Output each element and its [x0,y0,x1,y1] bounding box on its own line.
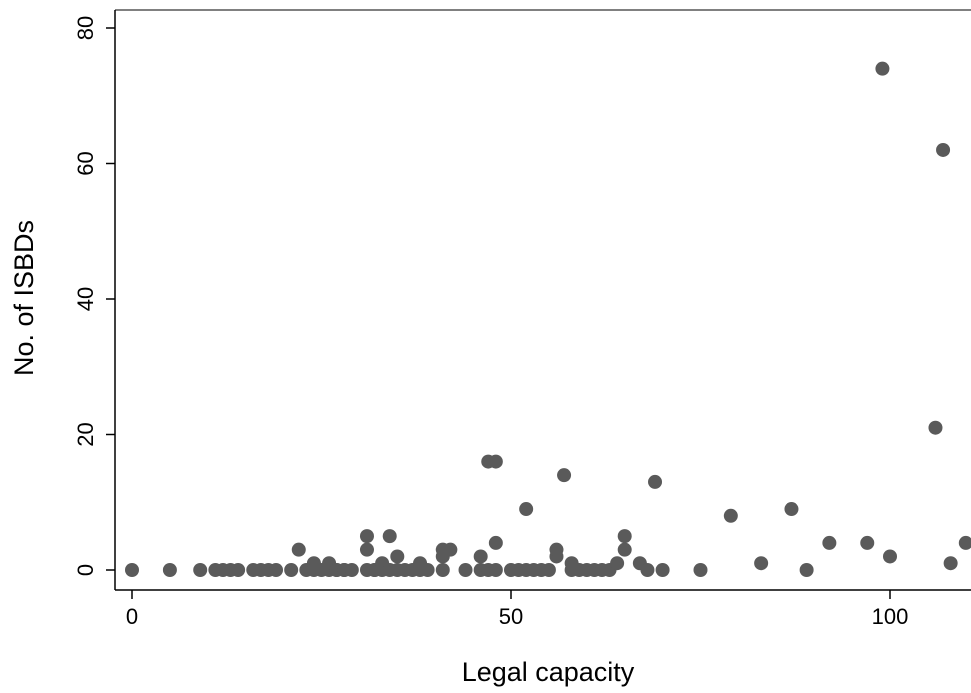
y-tick-label: 20 [73,422,98,446]
scatter-point [943,556,958,571]
scatter-point [193,563,208,577]
scatter-point [754,556,769,571]
scatter-point [610,556,625,571]
scatter-point [655,563,670,577]
scatter-point [883,549,897,564]
scatter-point [125,563,139,577]
scatter-point [541,563,556,577]
scatter-point [488,454,503,469]
plot-area [115,10,971,590]
scatter-point [458,563,473,577]
y-tick-label: 40 [73,287,98,311]
scatter-point [928,420,943,435]
x-axis-ticks: 0 50 100 [126,590,908,629]
scatter-point [799,563,814,577]
scatter-point [291,542,306,557]
scatter-point [488,535,503,550]
scatter-point [860,535,875,550]
y-tick-label: 60 [73,151,98,175]
x-tick-label: 100 [872,604,909,629]
scatter-point [640,563,655,577]
scatter-point [435,563,450,577]
scatter-point [557,468,572,483]
scatter-point [359,529,374,544]
scatter-point [359,542,374,557]
scatter-point [390,549,405,564]
scatter-point [875,61,890,76]
scatter-point [488,563,503,577]
scatter-point [473,549,488,564]
y-tick-label: 0 [73,564,98,576]
scatter-point [382,529,397,544]
scatter-point [344,563,359,577]
y-tick-label: 80 [73,16,98,40]
y-axis-ticks: 0 20 40 60 80 [73,16,115,576]
x-axis-title: Legal capacity [462,657,635,687]
scatter-point [284,563,299,577]
scatter-point [519,502,534,517]
scatter-point [231,563,246,577]
scatter-point [958,535,971,550]
data-points [125,61,971,577]
scatter-point [420,563,435,577]
scatter-point [822,535,837,550]
scatter-point [784,502,799,517]
x-tick-label: 50 [499,604,523,629]
scatter-point [443,542,458,557]
y-axis-title: No. of ISBDs [9,220,39,376]
scatter-point [549,542,564,557]
scatter-point [693,563,708,577]
scatter-point [648,474,663,489]
scatter-point [162,563,177,577]
scatter-point [617,542,632,557]
scatter-point [617,529,632,544]
scatter-point [936,142,951,157]
scatter-point [723,508,738,523]
x-tick-label: 0 [126,604,138,629]
scatter-point [269,563,284,577]
